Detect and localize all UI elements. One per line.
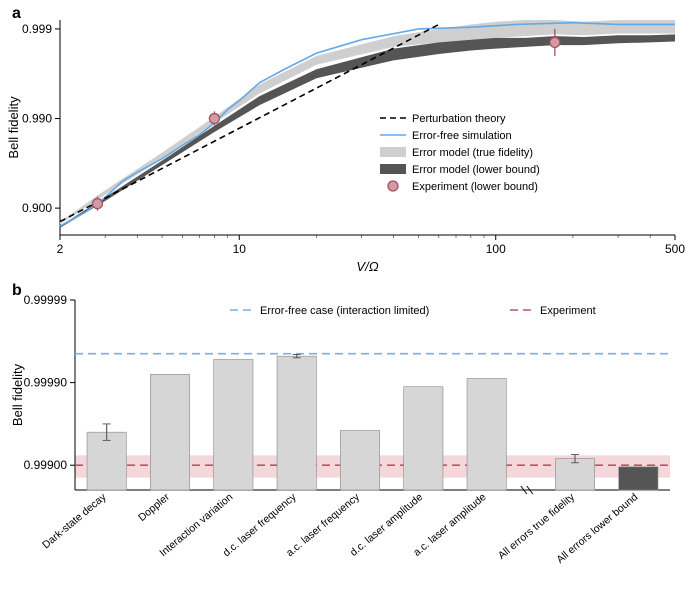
bar [467,378,506,490]
bar [340,431,379,490]
svg-text:0.99990: 0.99990 [24,376,68,390]
svg-text:Bell fidelity: Bell fidelity [10,363,25,426]
bar [150,374,189,490]
svg-text:Error-free case (interaction l: Error-free case (interaction limited) [260,305,429,317]
perturbation-theory [60,24,439,221]
svg-text:Dark-state decay: Dark-state decay [40,491,109,552]
bar [404,387,443,490]
bar [214,359,253,490]
svg-text:100: 100 [486,242,506,256]
svg-text:500: 500 [665,242,685,256]
svg-text:Error model (lower bound): Error model (lower bound) [412,164,540,176]
svg-text:0.99900: 0.99900 [24,458,68,472]
svg-text:2: 2 [57,242,64,256]
svg-text:Experiment: Experiment [540,305,596,317]
bar [277,356,316,490]
svg-text:0.999: 0.999 [22,22,52,36]
svg-text:b: b [12,282,22,299]
error-free-simulation [60,23,675,226]
svg-text:10: 10 [233,242,247,256]
svg-text:Error-free simulation: Error-free simulation [412,130,512,142]
svg-text:0.900: 0.900 [22,201,52,215]
experiment-point [550,37,560,47]
svg-text:Experiment (lower bound): Experiment (lower bound) [412,181,538,193]
svg-text:a: a [12,5,21,22]
svg-text:Bell fidelity: Bell fidelity [6,96,21,159]
svg-text:V/Ω: V/Ω [356,259,378,274]
experiment-point [92,199,102,209]
bar [555,459,594,490]
svg-text:Perturbation theory: Perturbation theory [412,113,506,125]
figure: 2 10 100 500 0.900 0.990 0.999a V/Ω Bell fidelit… [0,0,685,589]
bar [619,467,658,490]
svg-text:Error model (true fidelity): Error model (true fidelity) [412,147,533,159]
svg-text:0.990: 0.990 [22,112,52,126]
svg-text:0.99999: 0.99999 [24,293,68,307]
experiment-point [209,114,219,124]
svg-text:Doppler: Doppler [136,491,172,524]
